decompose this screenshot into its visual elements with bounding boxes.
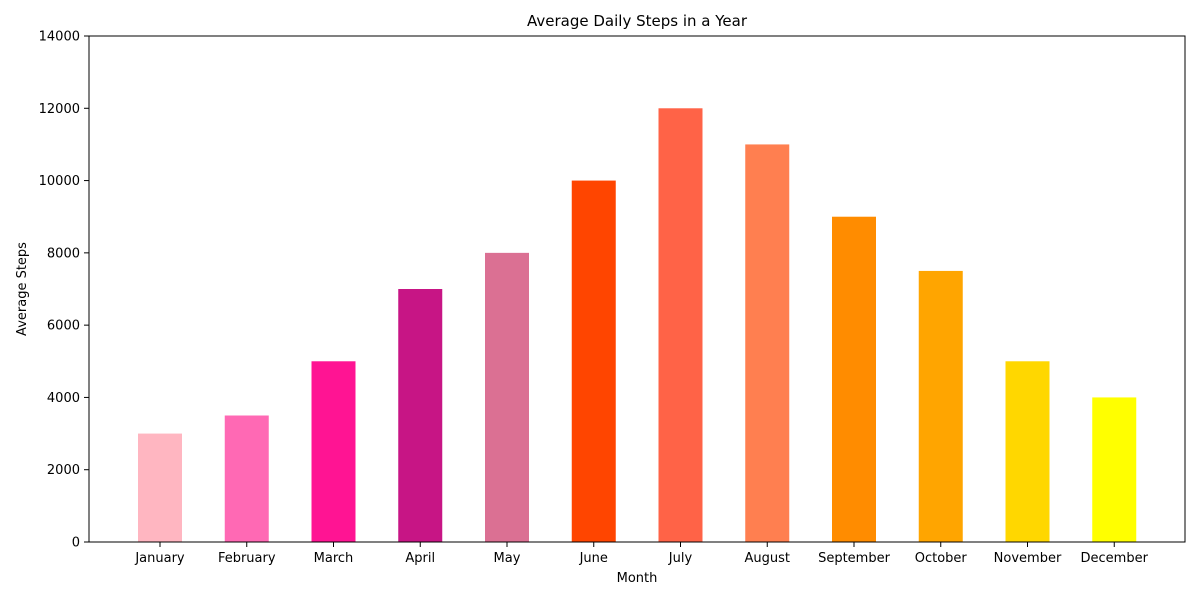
bar-january <box>138 433 182 542</box>
bars-group <box>138 108 1137 543</box>
bar-april <box>398 289 443 542</box>
bar-november <box>1005 361 1050 542</box>
x-tick-label: July <box>668 551 693 566</box>
x-tick-label: February <box>218 551 276 566</box>
bar-october <box>918 270 963 542</box>
x-tick-label: January <box>134 551 185 566</box>
y-tick-label: 2000 <box>47 463 80 478</box>
y-axis-ticks: 0 2000 4000 6000 8000 10000 12000 14000 <box>39 30 89 551</box>
bar-february <box>224 415 269 542</box>
x-tick-label: August <box>745 551 791 566</box>
x-tick-label: May <box>494 551 521 566</box>
y-axis-label: Average Steps <box>15 242 30 336</box>
x-tick-label: November <box>994 551 1062 566</box>
y-tick-label: 6000 <box>47 319 80 334</box>
x-axis-label: Month <box>617 571 658 586</box>
y-tick-label: 8000 <box>47 246 80 261</box>
bar-may <box>485 252 529 542</box>
y-tick-label: 4000 <box>47 391 80 406</box>
x-tick-label: October <box>915 551 968 566</box>
x-tick-label: June <box>579 551 608 566</box>
bar-december <box>1092 397 1137 542</box>
y-tick-label: 0 <box>72 536 80 551</box>
bar-august <box>745 144 790 542</box>
y-tick-label: 12000 <box>39 102 80 117</box>
y-tick-label: 14000 <box>39 30 80 45</box>
chart-title: Average Daily Steps in a Year <box>527 12 748 30</box>
bar-september <box>832 216 876 542</box>
x-tick-label: March <box>314 551 354 566</box>
bar-march <box>311 361 356 542</box>
plot-area-frame <box>88 35 1186 543</box>
x-tick-label: April <box>405 551 435 566</box>
x-axis-ticks: January February March April May June July Augu… <box>134 542 1149 566</box>
x-tick-label: December <box>1081 551 1149 566</box>
x-tick-label: September <box>818 551 891 566</box>
bar-july <box>658 108 703 543</box>
y-tick-label: 10000 <box>39 174 80 189</box>
bar-june <box>571 180 616 543</box>
